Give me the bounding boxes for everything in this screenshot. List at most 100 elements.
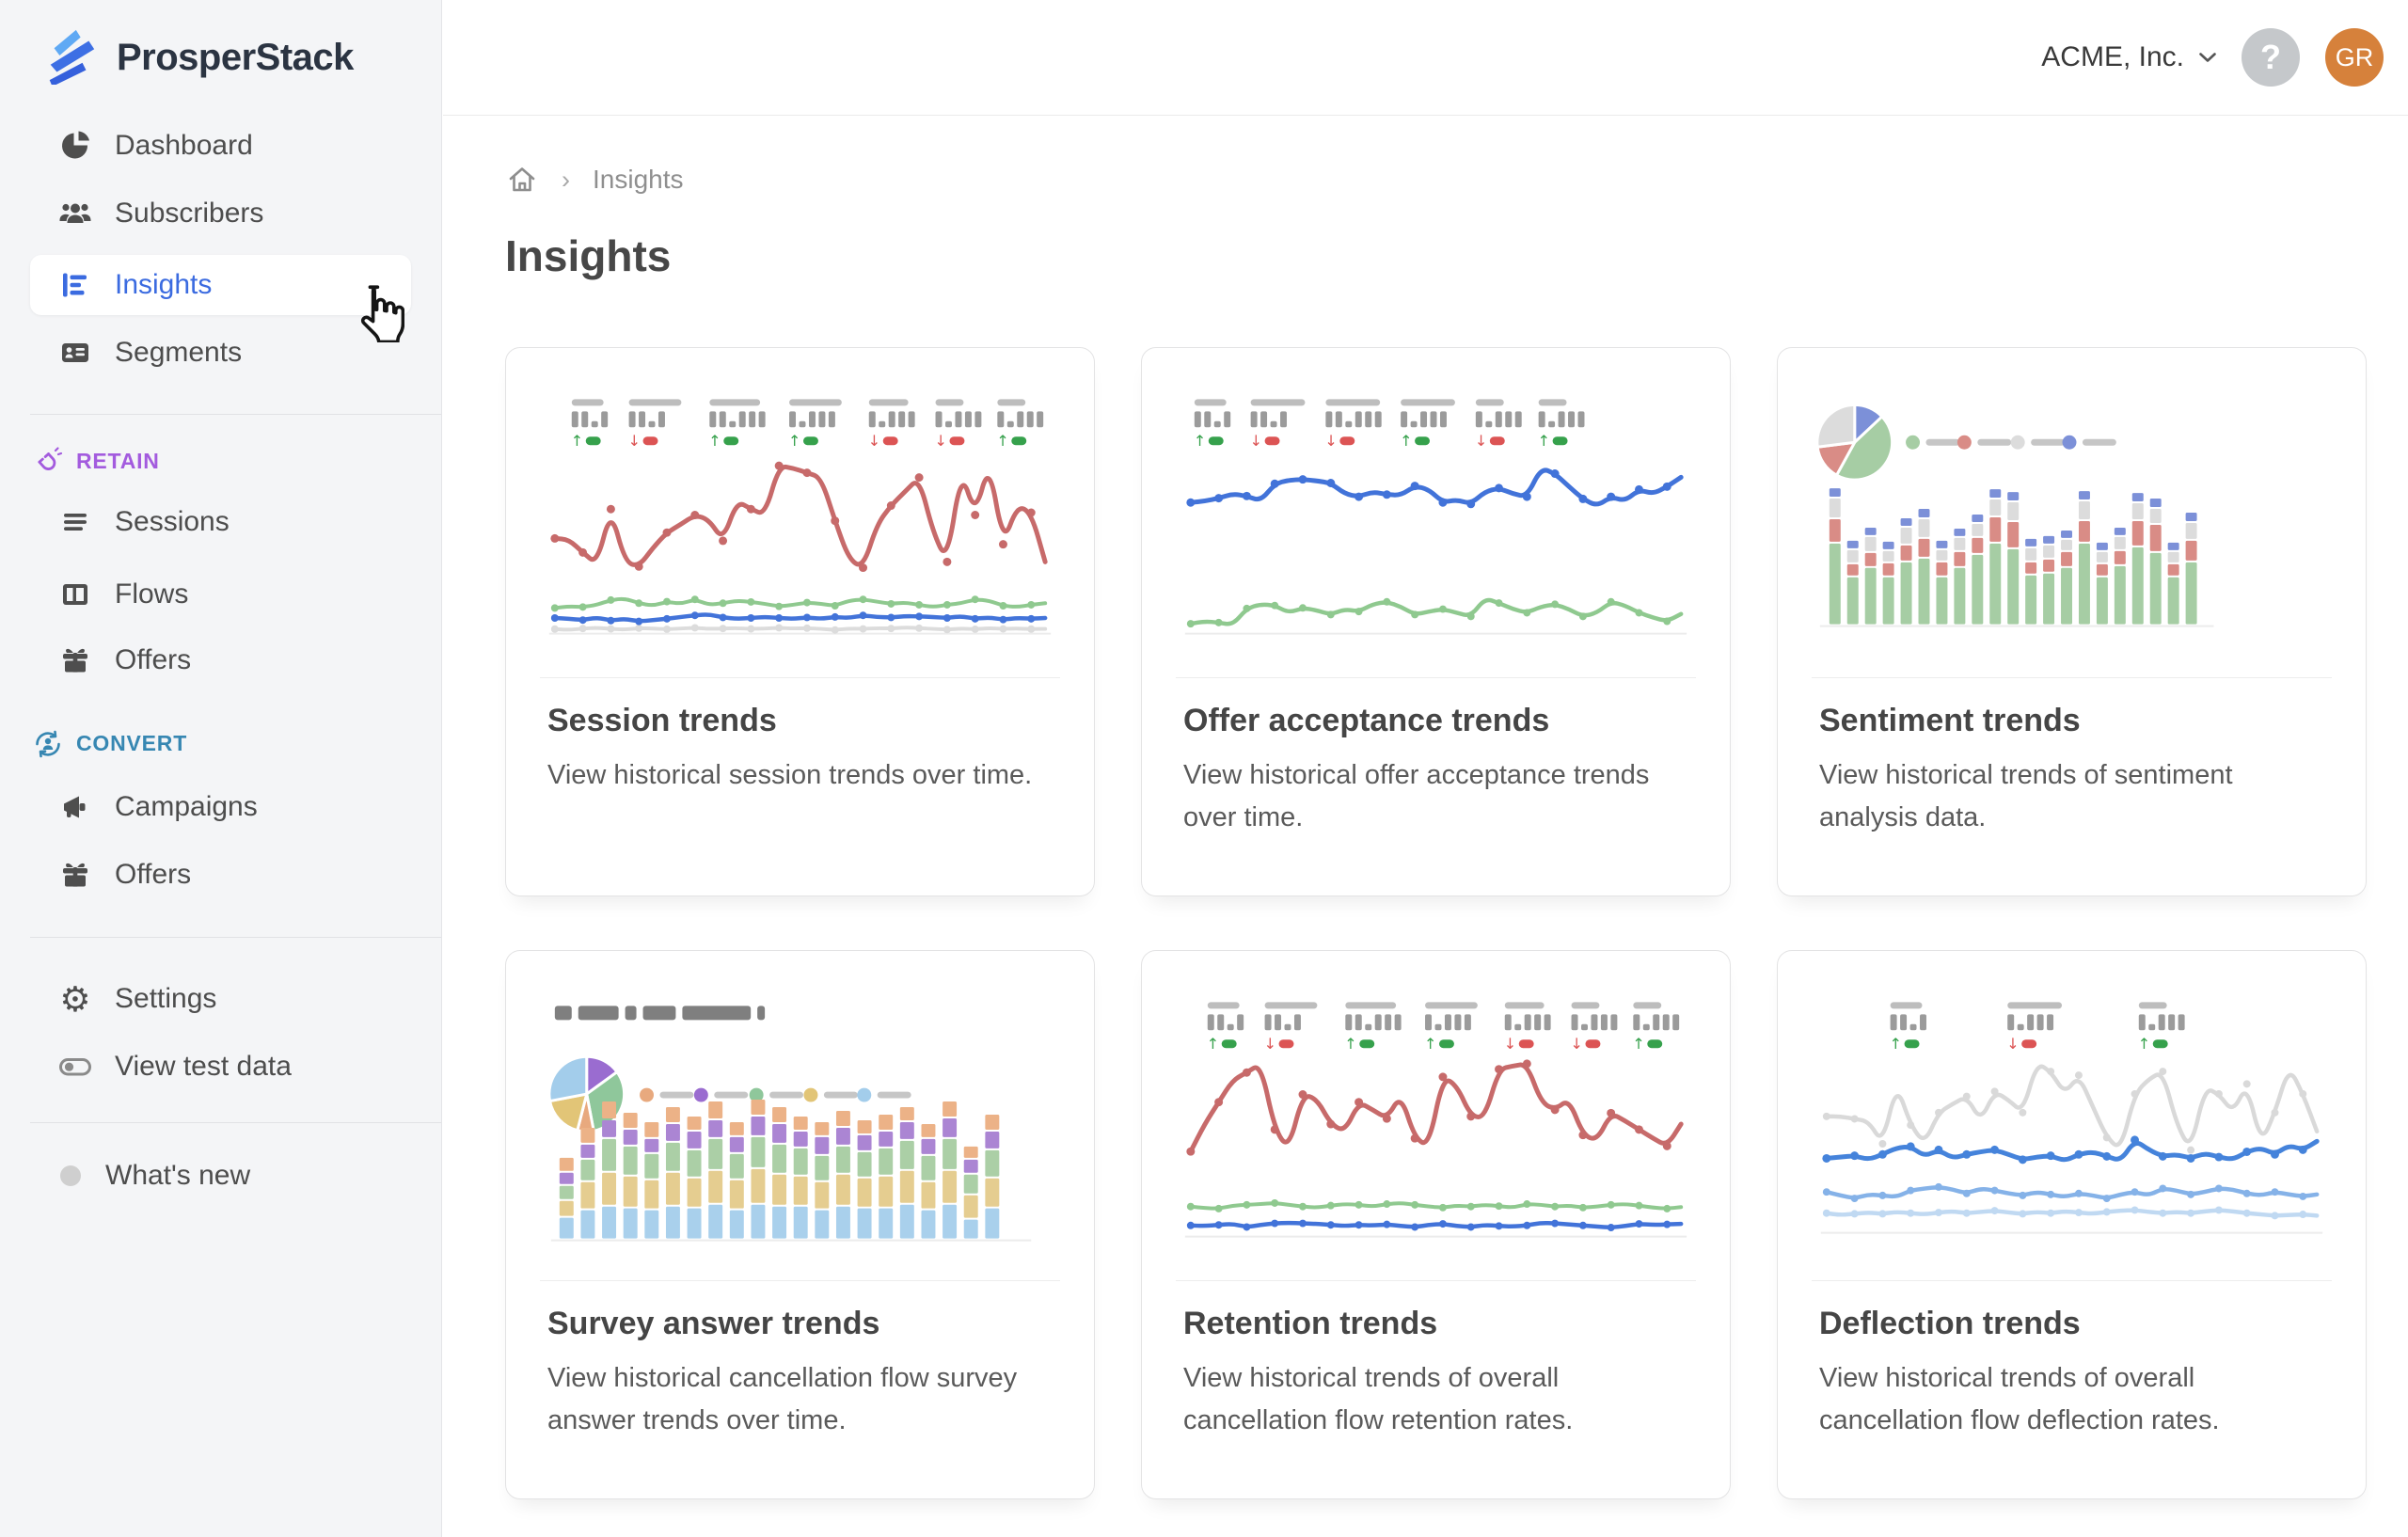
megaphone-icon (56, 788, 94, 826)
sidebar-item-subscribers[interactable]: Subscribers (0, 183, 442, 244)
help-label: ? (2260, 38, 2281, 76)
chevron-down-icon (2199, 52, 2216, 62)
sidebar-item-label: Subscribers (115, 198, 264, 229)
svg-text:↓: ↓ (1250, 432, 1262, 450)
org-name: ACME, Inc. (2041, 41, 2184, 72)
id-card-icon (56, 334, 94, 372)
svg-text:↓: ↓ (1504, 1035, 1516, 1053)
svg-text:↑: ↑ (788, 432, 800, 450)
card-description: View historical offer acceptance trends … (1183, 760, 1650, 832)
main-content: › Insights Insights ↑ ↓ ↑ ↑ ↓ ↓ ↑ Session trend… (443, 116, 2408, 1537)
svg-text:↑: ↑ (708, 432, 721, 450)
sidebar-item-view-test-data[interactable]: View test data (0, 1037, 442, 1097)
card-thumbnail-chart (1815, 403, 2214, 627)
sidebar-section-convert: CONVERT (32, 724, 187, 762)
brand-logo[interactable]: ProsperStack (41, 24, 354, 90)
card-title: Session trends (547, 703, 777, 738)
sidebar-item-label: Dashboard (115, 130, 253, 161)
active-nav-highlight (30, 255, 411, 315)
card-title: Offer acceptance trends (1183, 703, 1550, 738)
sidebar-item-label: Segments (115, 337, 243, 368)
sidebar-divider (30, 1122, 441, 1123)
svg-text:↓: ↓ (628, 432, 641, 450)
card-divider (1176, 1280, 1696, 1281)
magnet-icon (32, 446, 63, 476)
card-title: Survey answer trends (547, 1306, 880, 1341)
breadcrumb: › Insights (505, 161, 2364, 198)
sidebar-item-dashboard[interactable]: Dashboard (0, 116, 442, 176)
svg-text:↑: ↑ (571, 432, 583, 450)
help-button[interactable]: ? (2242, 28, 2300, 87)
card-title: Retention trends (1183, 1306, 1438, 1341)
bar-chart-icon (56, 266, 94, 304)
card-text: Sentiment trends View historical trends o… (1778, 678, 2366, 839)
insight-card-survey-answer-trends[interactable]: Survey answer trends View historical canc… (505, 950, 1095, 1499)
columns-icon (56, 576, 94, 613)
svg-text:↓: ↓ (1571, 1035, 1583, 1053)
svg-text:↓: ↓ (1324, 432, 1337, 450)
sidebar-item-flows[interactable]: Flows (0, 564, 442, 625)
svg-text:↓: ↓ (935, 432, 947, 450)
card-divider (1812, 677, 2332, 678)
card-thumbnail-chart: ↑ ↓ ↑ (1820, 1002, 2323, 1234)
gift-icon (56, 856, 94, 894)
sidebar-item-segments[interactable]: Segments (0, 323, 442, 383)
svg-text:↓: ↓ (868, 432, 880, 450)
svg-text:↑: ↑ (1194, 432, 1206, 450)
users-icon (56, 195, 94, 232)
list-icon (56, 503, 94, 541)
card-title: Sentiment trends (1819, 703, 2081, 738)
sidebar-divider (30, 414, 441, 415)
insight-card-offer-acceptance-trends[interactable]: ↑ ↓ ↓ ↑ ↓ ↑ Offer acceptance trends View histor… (1141, 347, 1731, 896)
svg-text:↓: ↓ (1475, 432, 1487, 450)
sidebar-item-label: Insights (115, 269, 213, 300)
sidebar-item-offers[interactable]: Offers (0, 630, 442, 690)
insight-card-deflection-trends[interactable]: ↑ ↓ ↑ Deflection trends View historical tren… (1777, 950, 2367, 1499)
avatar-initials: GR (2335, 42, 2374, 71)
sidebar-item-whats-new[interactable]: What's new (0, 1146, 442, 1206)
sidebar-item-offers[interactable]: Offers (0, 845, 442, 905)
sidebar-item-label: Sessions (115, 506, 230, 537)
sidebar-item-sessions[interactable]: Sessions (0, 492, 442, 552)
avatar[interactable]: GR (2325, 28, 2384, 87)
card-thumbnail-chart (547, 1006, 1032, 1242)
org-switcher[interactable]: ACME, Inc. (2041, 41, 2216, 73)
sidebar-section-label: CONVERT (76, 730, 188, 755)
card-description: View historical trends of overall cancel… (1183, 1363, 1574, 1435)
sidebar-item-campaigns[interactable]: Campaigns (0, 777, 442, 837)
sidebar-item-settings[interactable]: ⚙ Settings (0, 969, 442, 1029)
breadcrumb-current: Insights (593, 165, 684, 194)
convert-icon (32, 728, 62, 758)
sidebar-item-label: Settings (115, 983, 217, 1014)
card-title: Deflection trends (1819, 1306, 2081, 1341)
home-icon[interactable] (505, 163, 539, 197)
page-title: Insights (505, 231, 672, 280)
card-divider (540, 677, 1060, 678)
svg-text:↑: ↑ (1890, 1035, 1902, 1053)
sidebar-item-insights[interactable]: Insights (0, 255, 442, 315)
brand-name: ProsperStack (117, 36, 354, 78)
card-divider (540, 1280, 1060, 1281)
svg-text:↓: ↓ (2006, 1035, 2019, 1053)
svg-text:↓: ↓ (1264, 1035, 1276, 1053)
svg-text:↑: ↑ (1538, 432, 1550, 450)
card-text: Retention trends View historical trends o… (1142, 1281, 1730, 1442)
insight-card-sentiment-trends[interactable]: Sentiment trends View historical trends o… (1777, 347, 2367, 896)
sidebar-item-label: What's new (105, 1160, 251, 1191)
svg-text:↑: ↑ (1207, 1035, 1219, 1053)
card-thumbnail-chart: ↑ ↓ ↓ ↑ ↓ ↑ (1184, 399, 1687, 635)
gift-icon (56, 642, 94, 679)
sidebar: ProsperStack Dashboard Subscribers Insight… (0, 0, 442, 1537)
svg-text:↑: ↑ (1344, 1035, 1356, 1053)
card-divider (1176, 677, 1696, 678)
prosperstack-logo-icon (41, 26, 100, 89)
insight-card-session-trends[interactable]: ↑ ↓ ↑ ↑ ↓ ↓ ↑ Session trends View historical ses… (505, 347, 1095, 896)
card-description: View historical trends of sentiment anal… (1819, 760, 2233, 832)
insight-card-retention-trends[interactable]: ↑ ↓ ↑ ↑ ↓ ↓ ↑ Retention trends View historical t… (1141, 950, 1731, 1499)
breadcrumb-separator: › (562, 165, 570, 194)
gear-icon: ⚙ (59, 979, 91, 1019)
insights-card-grid: ↑ ↓ ↑ ↑ ↓ ↓ ↑ Session trends View historical ses… (505, 347, 2367, 1499)
card-text: Offer acceptance trends View historical o… (1142, 678, 1730, 839)
svg-text:↑: ↑ (1632, 1035, 1644, 1053)
card-description: View historical trends of overall cancel… (1819, 1363, 2220, 1435)
